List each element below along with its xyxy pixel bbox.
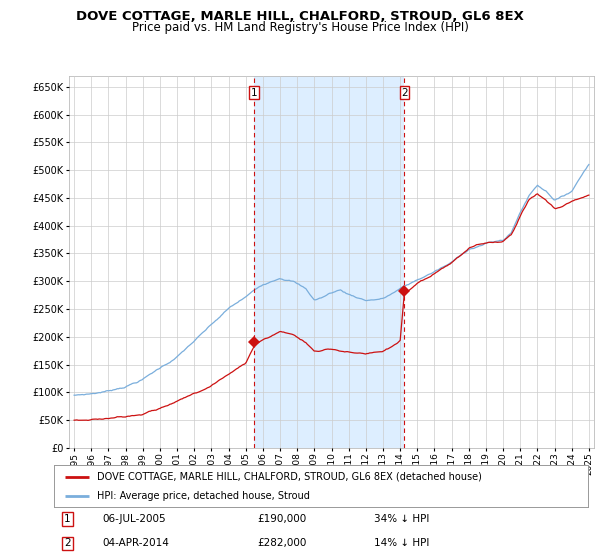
Text: Price paid vs. HM Land Registry's House Price Index (HPI): Price paid vs. HM Land Registry's House … <box>131 21 469 34</box>
Bar <box>254 76 404 448</box>
Text: DOVE COTTAGE, MARLE HILL, CHALFORD, STROUD, GL6 8EX (detached house): DOVE COTTAGE, MARLE HILL, CHALFORD, STRO… <box>97 472 482 482</box>
Text: 06-JUL-2005: 06-JUL-2005 <box>102 514 166 524</box>
Text: 1: 1 <box>64 514 71 524</box>
Text: £282,000: £282,000 <box>257 538 306 548</box>
Text: HPI: Average price, detached house, Stroud: HPI: Average price, detached house, Stro… <box>97 491 310 501</box>
Text: 2: 2 <box>64 538 71 548</box>
Text: 1: 1 <box>251 88 257 98</box>
Text: DOVE COTTAGE, MARLE HILL, CHALFORD, STROUD, GL6 8EX: DOVE COTTAGE, MARLE HILL, CHALFORD, STRO… <box>76 10 524 23</box>
Text: 14% ↓ HPI: 14% ↓ HPI <box>374 538 430 548</box>
Text: 04-APR-2014: 04-APR-2014 <box>102 538 169 548</box>
Text: 2: 2 <box>401 88 408 98</box>
Text: 34% ↓ HPI: 34% ↓ HPI <box>374 514 430 524</box>
Text: £190,000: £190,000 <box>257 514 306 524</box>
